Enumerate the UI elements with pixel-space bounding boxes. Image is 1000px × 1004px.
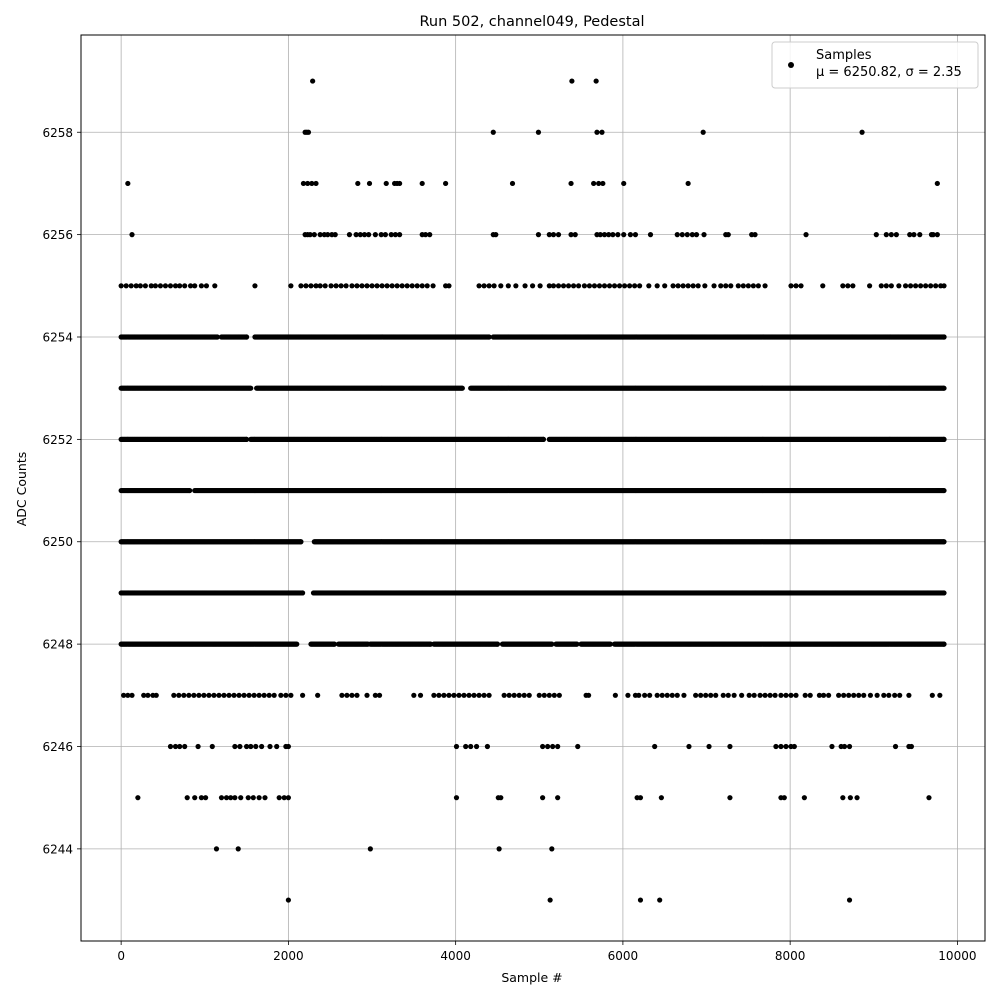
data-point bbox=[941, 437, 946, 442]
data-point bbox=[941, 539, 946, 544]
data-point bbox=[541, 437, 546, 442]
data-point bbox=[187, 488, 192, 493]
data-point bbox=[941, 488, 946, 493]
data-point bbox=[248, 386, 253, 391]
data-point bbox=[495, 642, 500, 647]
data-point bbox=[294, 642, 299, 647]
data-point bbox=[298, 539, 303, 544]
data-point bbox=[460, 386, 465, 391]
data-point bbox=[941, 642, 946, 647]
data-point bbox=[941, 590, 946, 595]
data-point bbox=[300, 590, 305, 595]
